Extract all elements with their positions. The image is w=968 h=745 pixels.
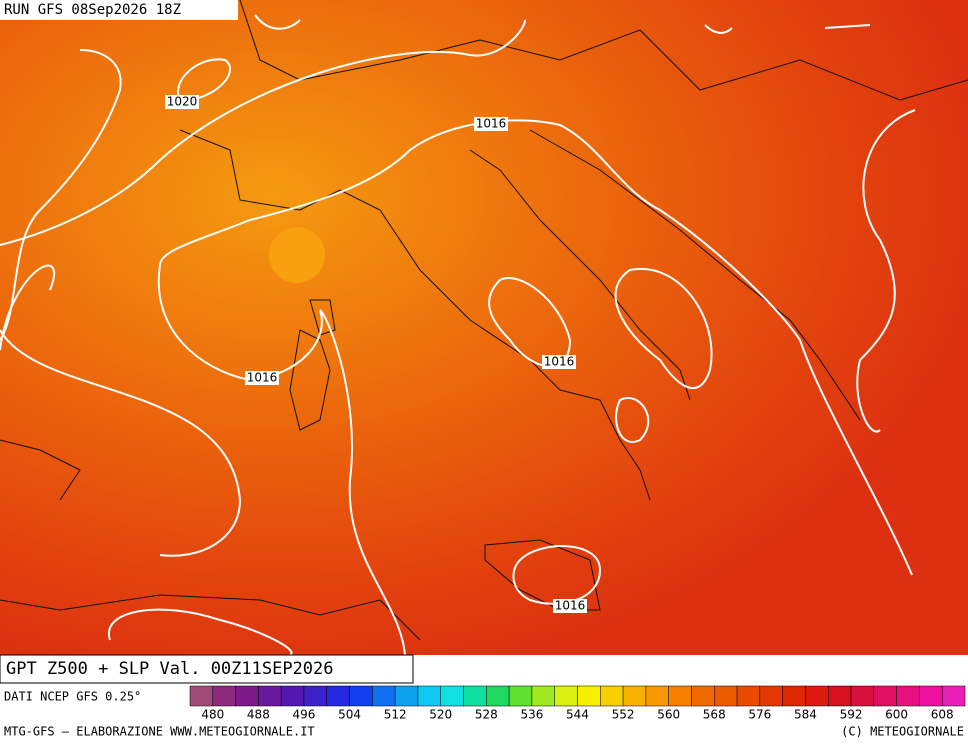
color-swatch: [280, 685, 305, 707]
isobar: [0, 19, 526, 246]
border: [239, 0, 968, 101]
color-swatch: [827, 685, 852, 707]
color-swatch: [782, 685, 806, 707]
color-swatch: [600, 685, 624, 707]
colorbar-label: 536: [520, 708, 543, 722]
color-swatch: [349, 685, 373, 707]
isobar: [0, 264, 242, 557]
color-swatch: [417, 685, 441, 707]
color-swatch: [736, 685, 761, 707]
color-swatch: [759, 685, 783, 707]
isobar: [177, 58, 232, 101]
color-swatch: [440, 685, 464, 707]
color-swatch: [645, 685, 669, 707]
isobar-label: 1020: [167, 95, 198, 109]
colorbar-label: 568: [703, 708, 726, 722]
colorbar-label: 528: [475, 708, 498, 722]
isobar: [512, 545, 602, 605]
coastline: [0, 439, 81, 501]
isobar-label-box: [542, 355, 576, 369]
isobar: [614, 267, 713, 390]
color-swatch: [531, 685, 555, 707]
corsica: [309, 299, 336, 336]
color-swatch: [919, 685, 943, 707]
isobar: [615, 397, 650, 443]
isobar-label-box: [474, 117, 508, 131]
color-swatch: [326, 685, 350, 707]
color-swatch: [577, 685, 601, 707]
map-field: [0, 0, 968, 655]
colorbar-label: 480: [201, 708, 224, 722]
colorbar-label: 608: [931, 708, 954, 722]
map-title: GPT Z500 + SLP Val. 00Z11SEP2026: [6, 659, 334, 679]
isobar-label: 1016: [544, 355, 575, 369]
color-swatch: [691, 685, 715, 707]
color-swatch: [212, 685, 236, 707]
color-swatch: [235, 685, 259, 707]
color-swatch: [394, 685, 419, 707]
colorbar-label: 504: [338, 708, 361, 722]
color-swatch: [258, 685, 282, 707]
color-swatch: [941, 685, 966, 707]
colorbar-label: 600: [885, 708, 908, 722]
isobar: [856, 109, 916, 433]
colorbar-label: 512: [384, 708, 407, 722]
sardinia: [289, 329, 331, 431]
color-swatch: [714, 685, 738, 707]
color-swatch: [668, 685, 692, 707]
isobars: [0, 14, 916, 656]
isobar: [0, 49, 122, 341]
color-swatch: [508, 685, 533, 707]
colorbar-label: 592: [840, 708, 863, 722]
colorbar-label: 576: [748, 708, 771, 722]
coastline: [529, 129, 861, 421]
isobar-label: 1016: [555, 599, 586, 613]
isobar-label: 1016: [476, 117, 507, 131]
footer-right: (C) METEOGIORNALE: [841, 725, 964, 739]
isobar-label-box: [245, 371, 279, 385]
colorbar-label: 584: [794, 708, 817, 722]
colorbar-label: 496: [293, 708, 316, 722]
colorbar-label: 552: [612, 708, 635, 722]
colorbar: 480 488 496 504 512 520 528 536 544 552 560 568 576 5…: [189, 685, 966, 722]
color-swatch: [805, 685, 829, 707]
run-title-box: [0, 0, 238, 20]
isobar-label-box: [553, 599, 587, 613]
footer-left: MTG-GFS — ELABORAZIONE WWW.METEOGIORNALE…: [4, 725, 315, 739]
coastline: [179, 129, 651, 501]
color-swatch: [554, 685, 578, 707]
color-swatch: [896, 685, 920, 707]
isobar: [157, 264, 406, 656]
high-core: [269, 227, 325, 283]
colorbar-label: 520: [429, 708, 452, 722]
colorbar-label: 544: [566, 708, 589, 722]
isobar-label: 1016: [247, 371, 278, 385]
coastline: [0, 594, 421, 641]
colorbar-label: 488: [247, 708, 270, 722]
map-title-box: [0, 654, 414, 684]
color-swatch: [850, 685, 875, 707]
color-swatch: [303, 685, 328, 707]
isobar-labels: 1020 1016 1016 1016 1016: [165, 95, 587, 613]
colorbar-label: 560: [657, 708, 680, 722]
color-swatch: [372, 685, 396, 707]
color-swatch: [463, 685, 487, 707]
coastline: [469, 149, 691, 401]
run-title: RUN GFS 08Sep2026 18Z: [4, 2, 181, 18]
color-swatch: [486, 685, 510, 707]
color-swatch: [622, 685, 647, 707]
isobar: [159, 119, 913, 576]
color-swatch: [873, 685, 897, 707]
source: DATI NCEP GFS 0.25°: [4, 690, 141, 704]
isobar: [107, 608, 293, 656]
isobar-label-box: [165, 95, 199, 109]
color-swatch: [189, 685, 214, 707]
isobar: [254, 14, 871, 34]
